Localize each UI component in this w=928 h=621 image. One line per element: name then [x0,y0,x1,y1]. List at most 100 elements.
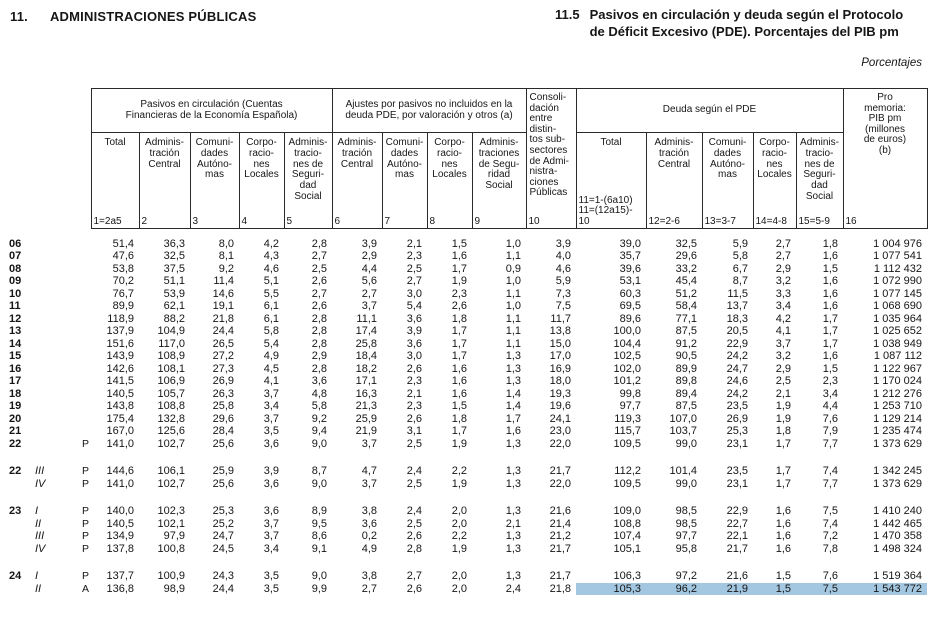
value-cell: 4,9 [263,350,279,362]
value-cell: 5,8 [732,250,748,262]
value-cell: 89,6 [619,312,641,325]
value-cell: 2,6 [406,582,422,595]
value-cell: 91,2 [675,337,697,350]
value-cell: 96,2 [646,582,702,595]
table-row: 14 151,6 117,0 26,5 5,4 2,8 25,8 3,6 1,7 1,1 15,0 1… [1,338,927,351]
table-row: 18 140,5 105,7 26,3 3,7 4,8 16,3 2,1 1,6 1,4 19,3 9… [1,388,927,401]
value-cell: 1 035 964 [873,312,922,325]
value-cell: 104,9 [157,325,185,337]
row-status-marker [57,313,91,326]
value-cell: 2,6 [311,275,327,287]
value-cell: 1 068 690 [873,300,922,312]
value-cell: 141,0 [106,477,134,490]
column-label: Adminis- tracio- nes de Seguri- dad Soci… [800,137,839,202]
value-cell: 7,4 [822,517,838,530]
value-cell: 2,9 [775,262,791,275]
value-cell: 39,6 [619,262,641,275]
value-cell: 1,7 [451,325,467,337]
value-cell: 101,2 [613,375,641,387]
value-cell: 108,8 [613,517,641,530]
value-cell: 4,5 [263,362,279,375]
column-header-total-deuda: Total 11=1-(6a10) 11=(12a15)- 10 [575,132,647,229]
value-cell: 9,0 [311,570,327,582]
row-label: 08 [1,263,57,276]
row-year-label: 07 [9,250,22,262]
value-cell: 8,7 [732,275,748,287]
row-status-marker: P [81,530,89,542]
value-cell: 9,4 [311,425,327,437]
value-cell: 1,9 [451,437,467,450]
value-cell: 4,6 [555,262,571,275]
value-cell: 7,2 [822,530,838,542]
value-cell: 1 543 772 [843,582,927,595]
value-cell: 3,2 [775,350,791,362]
value-cell: 24,3 [212,570,234,582]
column-header-ccll-pasivos: Corpo- racio- nes Locales 4 [238,132,285,229]
value-cell: 132,8 [157,412,185,425]
value-cell: 3,0 [406,287,422,300]
value-cell: 8,9 [311,505,327,517]
row-label: 19 [1,400,57,413]
value-cell: 1,6 [775,517,791,530]
value-cell: 7,9 [822,425,838,437]
table-title: Pasivos en circulación y deuda según el … [589,7,904,39]
value-cell: 33,2 [675,262,697,275]
value-cell: 105,1 [613,542,641,555]
value-cell: 22,9 [726,505,748,517]
value-cell: 1 342 245 [873,465,922,477]
column-number: 12=2-6 [648,215,680,227]
value-cell: 1,1 [505,250,521,262]
value-cell: 35,7 [619,250,641,262]
value-cell: 1,8 [451,412,467,425]
value-cell: 105,3 [576,582,646,595]
value-cell: 29,6 [675,250,697,262]
value-cell: 99,8 [619,387,641,400]
value-cell: 1,7 [451,425,467,437]
value-cell: 1,9 [775,412,791,425]
value-cell: 90,5 [675,350,697,362]
value-cell: 2,9 [775,362,791,375]
value-cell: 4,2 [263,237,279,250]
table-row: 23 I P 140,0 102,3 25,3 3,6 8,9 3,8 2,4 2,0 1,3 21,6… [1,505,927,518]
value-cell: 2,7 [406,275,422,287]
column-label: Total [104,137,126,148]
value-cell: 125,6 [157,425,185,437]
row-status-marker [57,388,91,401]
value-cell: 24,4 [212,325,234,337]
value-cell: 97,7 [619,400,641,412]
value-cell: 89,8 [675,375,697,387]
value-cell: 26,5 [212,337,234,350]
value-cell: 3,6 [263,505,279,517]
value-cell: 3,6 [361,517,377,530]
value-cell: 1 253 710 [873,400,922,412]
value-cell: 1,7 [775,465,791,477]
row-status-marker: P [81,517,89,530]
group-gap [1,490,927,505]
row-label: 16 [1,363,57,376]
value-cell: 21,6 [549,505,571,517]
table-row: 21 167,0 125,6 28,4 3,5 9,4 21,9 3,1 1,7 1,6 23,0 1… [1,425,927,438]
value-cell: 24,4 [212,582,234,595]
row-label: 07 [1,250,57,263]
value-cell: 1,6 [505,425,521,437]
value-cell: 8,6 [311,530,327,542]
table-row: 22 III P 144,6 106,1 25,9 3,9 8,7 4,7 2,4 2,2 1,3 21… [1,465,927,478]
value-cell: 5,9 [555,275,571,287]
value-cell: 3,7 [263,517,279,530]
row-year-label: 11 [9,300,21,312]
row-status-marker: P [81,570,89,582]
value-cell: 103,7 [669,425,697,437]
value-cell: 1,7 [451,262,467,275]
value-cell: 14,6 [212,287,234,300]
row-label: 06 [1,238,57,251]
value-cell: 69,5 [619,300,641,312]
value-cell: 108,1 [157,362,185,375]
value-cell: 20,5 [726,325,748,337]
value-cell: 29,6 [212,412,234,425]
value-cell: 1,0 [505,275,521,287]
row-label: 24 I [1,570,57,583]
column-header-ccaa-pasivos: Comuni- dades Autóno- mas 3 [189,132,240,229]
value-cell: 2,4 [505,582,521,595]
row-label: 10 [1,288,57,301]
value-cell: 167,0 [106,425,134,437]
